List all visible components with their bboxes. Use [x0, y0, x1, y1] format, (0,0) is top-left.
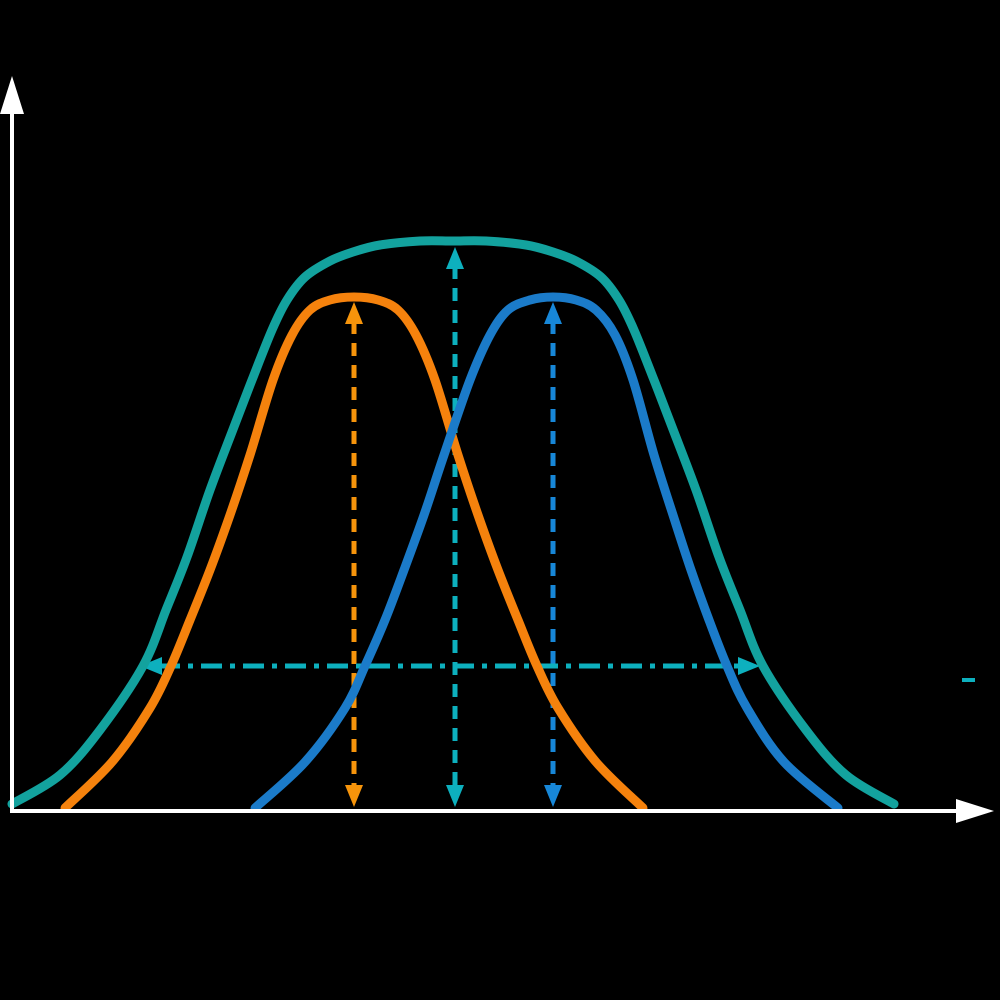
envelope-width-arrow-head-right	[738, 657, 760, 675]
envelope-peak-height-arrow-head-down	[446, 785, 464, 807]
envelope-peak-height-arrow-head-up	[446, 247, 464, 269]
curve-envelope-bell	[7, 236, 899, 809]
legend-dash	[962, 678, 975, 682]
left-peak-height-arrow-head-down	[345, 785, 363, 807]
x-axis-arrowhead	[956, 799, 994, 823]
curve-right-component-bell	[250, 292, 843, 813]
left-peak-height-arrow-head-up	[345, 302, 363, 324]
right-peak-height-arrow-head-down	[544, 785, 562, 807]
curve-left-component-bell	[60, 292, 648, 813]
right-peak-height-arrow-head-up	[544, 302, 562, 324]
y-axis-arrowhead	[0, 76, 24, 114]
envelope-width-arrow-head-left	[140, 657, 162, 675]
